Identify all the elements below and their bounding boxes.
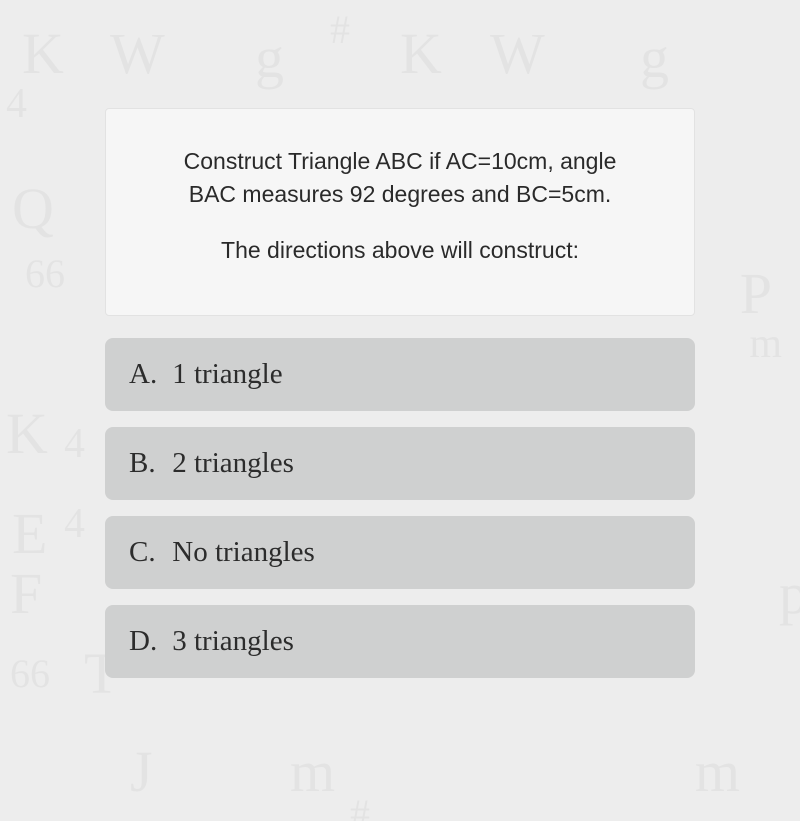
option-a[interactable]: A. 1 triangle xyxy=(105,338,695,411)
option-d[interactable]: D. 3 triangles xyxy=(105,605,695,678)
option-text: 3 triangles xyxy=(172,625,294,657)
option-b[interactable]: B. 2 triangles xyxy=(105,427,695,500)
option-letter: A. xyxy=(129,358,165,391)
question-line-1: Construct Triangle ABC if AC=10cm, angle xyxy=(148,145,652,178)
option-text: 2 triangles xyxy=(172,447,294,479)
option-letter: B. xyxy=(129,447,165,480)
quiz-container: Construct Triangle ABC if AC=10cm, angle… xyxy=(105,0,695,678)
options-list: A. 1 triangle B. 2 triangles C. No trian… xyxy=(105,338,695,678)
question-prompt: The directions above will construct: xyxy=(148,234,652,267)
option-letter: D. xyxy=(129,625,165,658)
option-letter: C. xyxy=(129,536,165,569)
question-line-2: BAC measures 92 degrees and BC=5cm. xyxy=(148,178,652,211)
option-text: No triangles xyxy=(172,536,315,568)
option-c[interactable]: C. No triangles xyxy=(105,516,695,589)
question-box: Construct Triangle ABC if AC=10cm, angle… xyxy=(105,108,695,316)
option-text: 1 triangle xyxy=(172,358,282,390)
